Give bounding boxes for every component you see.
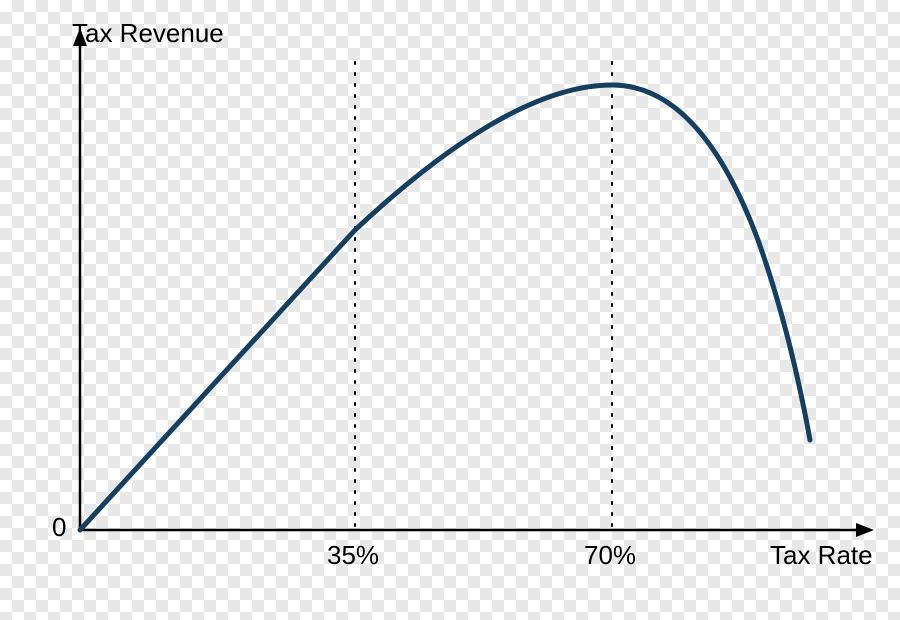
laffer-curve-chart: Tax Revenue Tax Rate 0 35% 70% xyxy=(0,0,900,620)
chart-svg xyxy=(0,0,900,620)
x-axis-arrow-icon xyxy=(856,523,874,537)
origin-label: 0 xyxy=(52,512,66,543)
x-axis-label: Tax Rate xyxy=(770,540,873,571)
tick-label-70: 70% xyxy=(584,540,636,571)
laffer-curve xyxy=(80,85,810,530)
tick-label-35: 35% xyxy=(327,540,379,571)
y-axis-label: Tax Revenue xyxy=(72,18,224,49)
